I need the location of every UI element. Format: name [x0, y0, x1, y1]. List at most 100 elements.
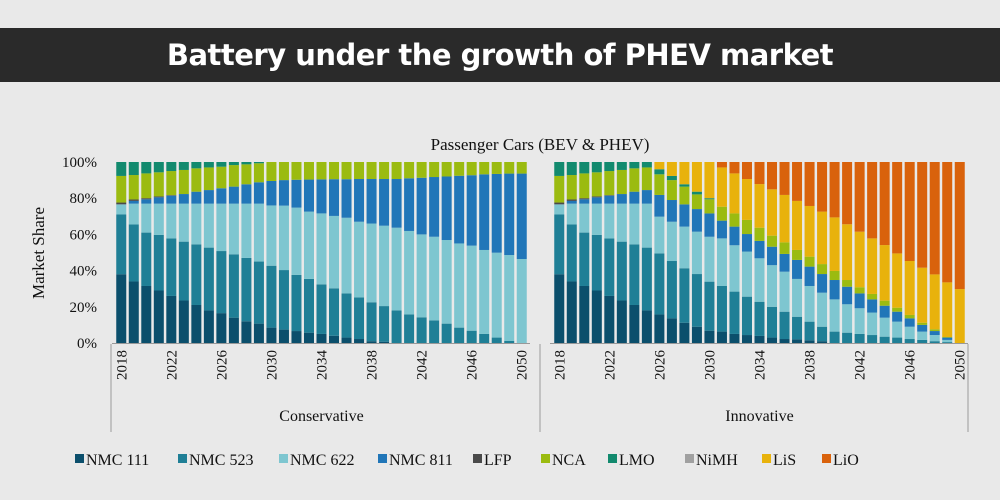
bar-segment-nmc-523 — [867, 335, 878, 343]
bar-segment-nmc-811 — [141, 199, 152, 204]
bar-segment-nca — [216, 166, 227, 189]
bar-segment-nmc-622 — [729, 245, 740, 292]
bar-segment-nca — [929, 329, 940, 332]
legend-label: NMC 622 — [290, 452, 354, 469]
bar-segment-nca — [729, 213, 740, 227]
bar-segment-nca — [253, 163, 264, 183]
bar-segment-nmc-811 — [829, 280, 840, 300]
bar-segment-nmc-622 — [616, 203, 627, 242]
bar-segment-nmc-811 — [666, 200, 677, 222]
bar-segment-nmc-523 — [216, 251, 227, 314]
bar-segment-nmc-811 — [366, 179, 377, 224]
bar-segment-lis — [929, 274, 940, 330]
bar-segment-lio — [779, 162, 790, 195]
bar-segment-nca — [366, 162, 377, 180]
bar-segment-nmc-523 — [203, 247, 214, 311]
bar-segment-nca — [792, 249, 803, 260]
bar-segment-nmc-111 — [316, 333, 327, 343]
x-tick-label: 2022 — [164, 350, 180, 380]
bar-segment-nmc-811 — [854, 293, 865, 309]
bar-segment-nca — [228, 165, 239, 187]
bar-segment-nmc-111 — [767, 337, 778, 343]
bar-segment-nmc-523 — [128, 224, 139, 282]
bar-segment-nmc-523 — [178, 241, 189, 301]
bar-segment-nmc-622 — [366, 223, 377, 303]
bar-segment-lis — [704, 162, 715, 199]
bar-segment-nmc-523 — [266, 265, 277, 328]
bar-segment-nca — [867, 293, 878, 300]
bar-segment-nca — [892, 307, 903, 312]
bar-segment-lis — [691, 162, 702, 192]
bar-segment-nmc-811 — [416, 177, 427, 235]
bar-segment-nmc-622 — [116, 204, 127, 215]
bar-segment-nca — [879, 300, 890, 306]
bar-segment-nmc-523 — [291, 274, 302, 332]
bar-segment-nmc-811 — [379, 179, 390, 226]
bar-segment-lis — [679, 162, 690, 185]
bar-segment-lis — [666, 162, 677, 176]
legend-item: NMC 811 — [378, 452, 453, 469]
bar-segment-lio — [842, 162, 853, 225]
bar-segment-nmc-523 — [278, 270, 289, 330]
legend-swatch — [178, 454, 187, 463]
bar-segment-nmc-622 — [128, 203, 139, 225]
bar-segment-lmo — [216, 162, 227, 167]
x-tick-label: 2026 — [214, 350, 230, 381]
bar-segment-lio — [917, 162, 928, 268]
bar-segment-lmo — [654, 169, 665, 175]
bar-segment-nmc-622 — [654, 216, 665, 254]
legend-label: LMO — [619, 452, 655, 469]
bar-segment-nmc-811 — [479, 174, 490, 250]
bar-segment-nca — [779, 242, 790, 254]
bar-segment-nmc-523 — [253, 261, 264, 324]
bar-segment-nmc-622 — [278, 205, 289, 271]
legend-label: NMC 523 — [189, 452, 253, 469]
bar-segment-lmo — [191, 162, 202, 169]
bar-segment-nmc-622 — [779, 271, 790, 312]
legend-item: LMO — [608, 452, 655, 469]
bar-segment-nmc-811 — [629, 191, 640, 204]
bar-segment-lio — [829, 162, 840, 218]
bar-segment-nca — [416, 162, 427, 178]
bar-segment-nmc-622 — [679, 226, 690, 269]
bar-segment-nmc-111 — [153, 290, 164, 343]
bar-segment-nmc-811 — [942, 337, 953, 340]
bar-segment-nmc-622 — [329, 215, 340, 289]
bar-segment-lis — [716, 167, 727, 207]
bar-segment-nmc-111 — [716, 331, 727, 343]
bar-segment-lfp — [128, 199, 139, 201]
bar-segment-nmc-523 — [141, 232, 152, 286]
bar-segment-nmc-811 — [454, 175, 465, 244]
group-label: Conservative — [279, 408, 363, 425]
bar-segment-nmc-111 — [704, 330, 715, 343]
bar-segment-nca — [278, 162, 289, 181]
bar-segment-nca — [566, 175, 577, 200]
bar-segment-nmc-622 — [904, 326, 915, 340]
bar-segment-nmc-111 — [141, 285, 152, 344]
bar-segment-nmc-523 — [804, 321, 815, 341]
bar-segment-nca — [203, 167, 214, 191]
legend-swatch — [608, 454, 617, 463]
bar-segment-nmc-111 — [303, 332, 314, 343]
bar-segment-lfp — [579, 198, 590, 200]
bar-segment-nca — [629, 168, 640, 192]
bar-segment-nmc-111 — [116, 274, 127, 343]
bar-segment-nmc-811 — [241, 184, 252, 204]
bar-segment-nmc-622 — [391, 227, 402, 311]
bar-segment-nmc-523 — [454, 327, 465, 344]
legend-item: LiO — [822, 452, 859, 469]
bar-segment-nmc-523 — [829, 331, 840, 343]
bar-segment-nmc-523 — [767, 306, 778, 338]
group-label: Innovative — [725, 408, 793, 425]
bar-segment-lmo — [704, 198, 715, 200]
bar-segment-nmc-811 — [391, 179, 402, 228]
bar-segment-nmc-523 — [604, 238, 615, 296]
legend-label: LFP — [484, 452, 512, 469]
bar-segment-lmo — [253, 162, 264, 164]
bar-segment-nmc-111 — [566, 281, 577, 343]
bar-segment-lio — [954, 162, 965, 290]
bar-segment-lmo — [178, 162, 189, 170]
bar-segment-nmc-523 — [329, 288, 340, 336]
bar-segment-nmc-622 — [842, 304, 853, 333]
bar-segment-nmc-523 — [566, 224, 577, 282]
